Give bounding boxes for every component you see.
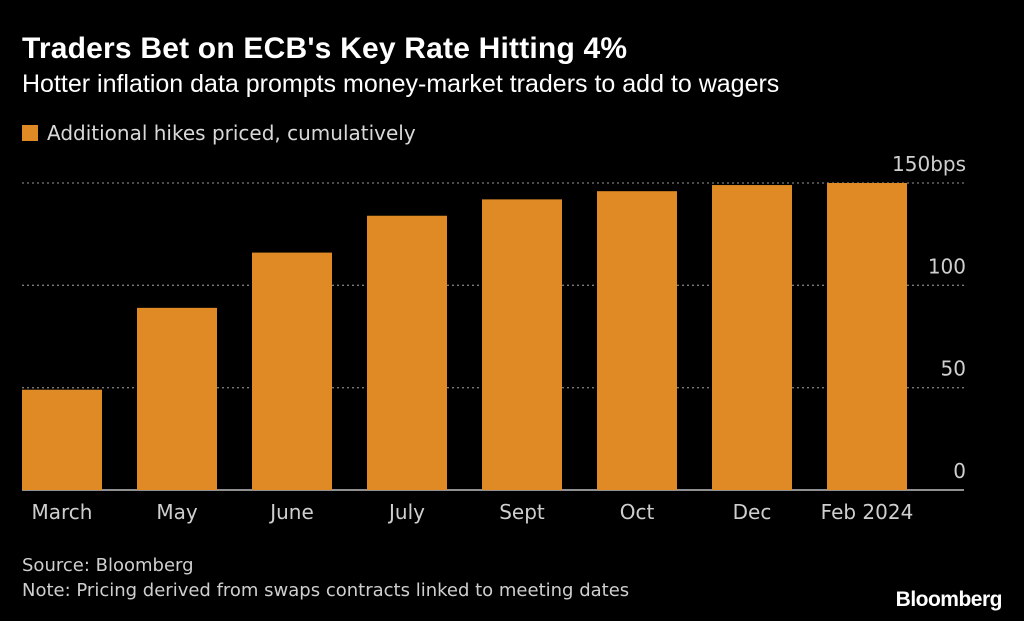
bar-oct — [597, 191, 677, 490]
bloomberg-logo: Bloomberg — [895, 588, 1003, 611]
x-tick-label: July — [387, 500, 425, 524]
bar-dec — [712, 185, 792, 490]
y-axis-ticks: 0 50 100 150bps — [892, 152, 966, 483]
y-tick-label: 0 — [953, 459, 966, 483]
bars — [22, 183, 907, 490]
x-axis-ticks: March May June July Sept Oct Dec Feb 2024 — [32, 500, 914, 524]
chart-title: Traders Bet on ECB's Key Rate Hitting 4% — [22, 32, 628, 65]
bar-sept — [482, 199, 562, 490]
source-text: Source: Bloomberg — [22, 555, 194, 576]
bar-june — [252, 252, 332, 490]
legend-label: Additional hikes priced, cumulatively — [47, 121, 416, 145]
chart-subtitle: Hotter inflation data prompts money-mark… — [22, 70, 780, 98]
legend-swatch — [22, 125, 38, 141]
x-tick-label: Feb 2024 — [821, 500, 914, 524]
legend: Additional hikes priced, cumulatively — [22, 120, 416, 146]
bar-feb-2024 — [827, 183, 907, 490]
bar-july — [367, 215, 447, 490]
x-tick-label: Oct — [620, 500, 655, 524]
x-tick-label: May — [156, 500, 198, 524]
y-tick-label: 150bps — [892, 152, 966, 176]
x-tick-label: Sept — [499, 500, 545, 524]
bar-march — [22, 389, 102, 490]
bar-chart: 0 50 100 150bps March May June July Sept Oct Dec F… — [22, 152, 966, 524]
y-tick-label: 50 — [941, 357, 966, 381]
y-tick-label: 100 — [928, 254, 966, 278]
x-tick-label: Dec — [733, 500, 772, 524]
x-tick-label: March — [32, 500, 93, 524]
x-tick-label: June — [268, 500, 314, 524]
bar-may — [137, 307, 217, 490]
note-text: Note: Pricing derived from swaps contrac… — [22, 580, 630, 601]
